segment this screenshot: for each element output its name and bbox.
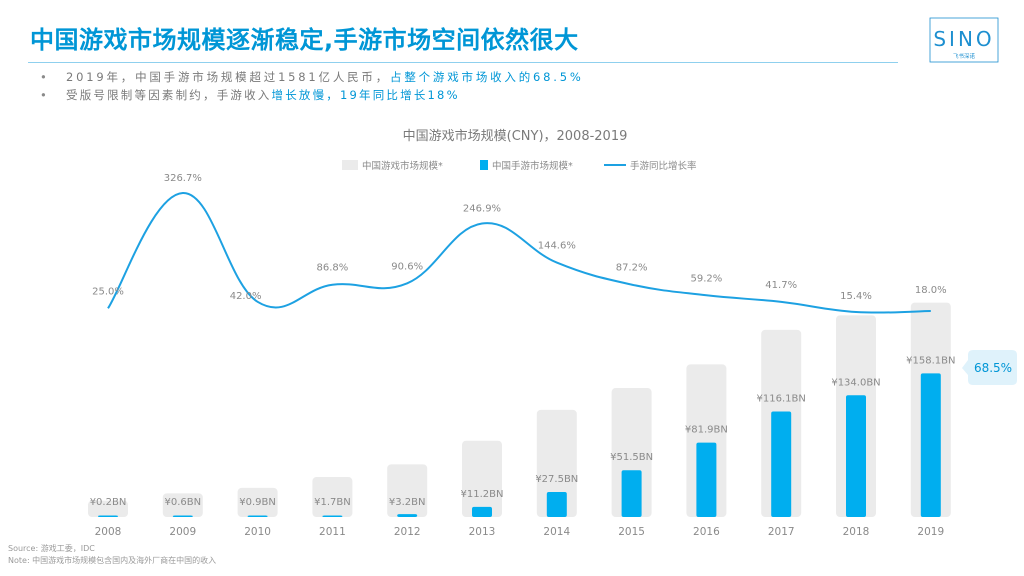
bar-label: ¥116.1BN — [757, 394, 806, 405]
bar-mobile-market — [322, 515, 343, 517]
line-label: 326.7% — [164, 173, 202, 184]
share-callout: 68.5% — [962, 350, 1017, 385]
bar-mobile-market — [98, 515, 118, 517]
bar-label: ¥51.5BN — [610, 452, 653, 463]
bullet-text: 受版号限制等因素制约，手游收入 — [66, 88, 272, 102]
bar-label: ¥27.5BN — [535, 474, 578, 485]
bar-label: ¥0.9BN — [239, 497, 276, 508]
bullet-item: • 2019年，中国手游市场规模超过1581亿人民币，占整个游戏市场收入的68.5… — [40, 68, 584, 86]
bar-label: ¥0.2BN — [90, 497, 127, 508]
bar-total-market — [536, 409, 577, 517]
bar-mobile-market — [472, 506, 492, 517]
bar-mobile-market — [920, 373, 941, 517]
footer: Source: 游戏工委，IDC Note: 中国游戏市场规模包含国内及海外厂商… — [8, 543, 216, 567]
x-tick-label: 2016 — [693, 526, 720, 538]
bar-total-market — [88, 500, 128, 517]
logo-text: SINO — [933, 27, 994, 51]
bar-total-market — [237, 487, 278, 517]
bar-total-market — [312, 477, 353, 517]
bullet-highlight: 占整个游戏市场收入的68.5% — [390, 70, 584, 84]
legend-growth-rate-label: 手游同比增长率 — [630, 160, 697, 172]
bar-label: ¥0.6BN — [164, 497, 201, 508]
legend-total-market-swatch — [342, 160, 358, 170]
legend-mobile-market-swatch — [480, 160, 488, 170]
callout-bubble — [962, 350, 1017, 385]
x-tick-label: 2017 — [768, 526, 795, 538]
bullet-item: • 受版号限制等因素制约，手游收入增长放慢，19年同比增长18% — [40, 86, 584, 104]
x-tick-label: 2015 — [618, 526, 645, 538]
x-tick-label: 2011 — [319, 526, 346, 538]
bar-total-market — [387, 464, 428, 517]
x-tick-label: 2008 — [95, 526, 122, 538]
x-tick-label: 2010 — [244, 526, 271, 538]
bullet-dot: • — [40, 70, 47, 84]
line-label: 86.8% — [317, 263, 349, 274]
line-label: 41.7% — [765, 280, 797, 291]
line-label: 246.9% — [463, 204, 501, 215]
bar-mobile-market — [247, 515, 268, 517]
bullet-text: 2019年，中国手游市场规模超过1581亿人民币， — [66, 70, 391, 84]
footnote: Note: 中国游戏市场规模包含国内及海外厂商在中国的收入 — [8, 556, 217, 565]
legend-mobile-market-label: 中国手游市场规模* — [492, 160, 573, 172]
line-label: 15.4% — [840, 291, 872, 302]
chart-title: 中国游戏市场规模(CNY)，2008-2019 — [403, 128, 628, 144]
callout-value: 68.5% — [974, 361, 1012, 375]
bar-label: ¥3.2BN — [389, 497, 426, 508]
bar-mobile-market — [621, 470, 642, 517]
source-note: Source: 游戏工委，IDC — [8, 544, 95, 553]
bar-mobile-market — [172, 515, 193, 517]
x-tick-label: 2014 — [543, 526, 570, 538]
sino-logo: SINO 飞书深诺 — [929, 17, 999, 63]
growth-rate-line — [107, 191, 931, 314]
bar-label: ¥81.9BN — [685, 425, 728, 436]
x-tick-label: 2012 — [394, 526, 421, 538]
line-label: 59.2% — [691, 273, 723, 284]
x-tick-label: 2013 — [469, 526, 496, 538]
x-tick-label: 2018 — [843, 526, 870, 538]
line-label: 90.6% — [391, 261, 423, 272]
bar-mobile-market — [846, 395, 866, 517]
line-label: 42.0% — [230, 291, 262, 302]
x-tick-label: 2009 — [169, 526, 196, 538]
title-divider — [28, 62, 898, 63]
line-label: 18.0% — [915, 285, 947, 296]
legend-total-market-label: 中国游戏市场规模* — [362, 160, 443, 172]
bar-total-market — [462, 440, 502, 517]
bar-mobile-market — [696, 442, 717, 517]
bar-mobile-market — [546, 492, 567, 517]
bar-label: ¥134.0BN — [831, 377, 880, 388]
bar-label: ¥1.7BN — [314, 497, 351, 508]
line-label: 144.6% — [538, 241, 576, 252]
bar-label: ¥158.1BN — [906, 355, 955, 366]
bullet-highlight: 增长放慢，19年同比增长18% — [271, 88, 460, 102]
line-label: 87.2% — [616, 263, 648, 274]
line-label: 25.0% — [92, 286, 124, 297]
bar-total-market — [162, 493, 203, 517]
x-tick-label: 2019 — [917, 526, 944, 538]
bar-label: ¥11.2BN — [461, 489, 504, 500]
bar-mobile-market — [397, 514, 418, 517]
bullet-dot: • — [40, 88, 47, 102]
bar-mobile-market — [771, 411, 792, 517]
page-title: 中国游戏市场规模逐渐稳定,手游市场空间依然很大 — [30, 26, 579, 54]
chart-legend: 中国游戏市场规模* 中国手游市场规模* 手游同比增长率 — [342, 160, 697, 172]
logo-subtitle: 飞书深诺 — [953, 52, 976, 60]
bullet-list: • 2019年，中国手游市场规模超过1581亿人民币，占整个游戏市场收入的68.5… — [40, 68, 584, 104]
